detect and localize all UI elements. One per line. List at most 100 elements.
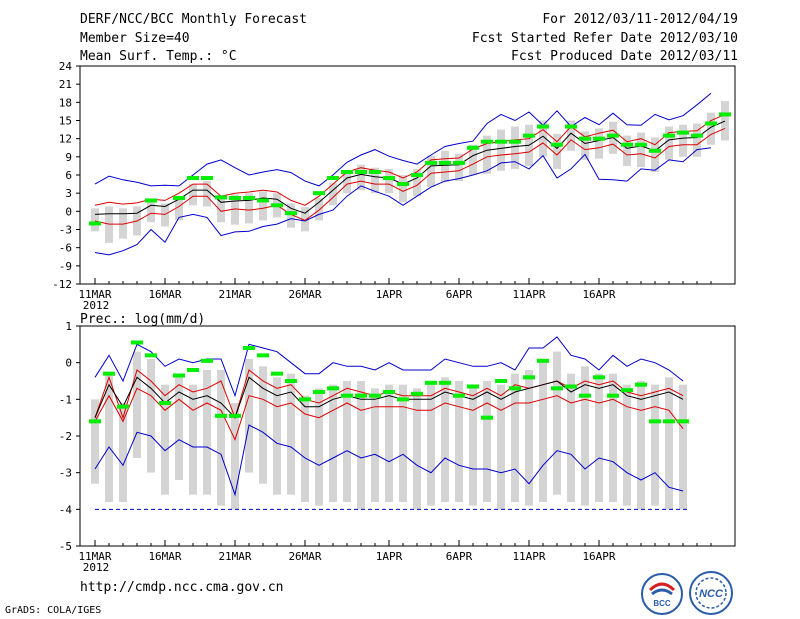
- climatology-marker: [145, 353, 157, 358]
- ensemble-bar: [287, 203, 295, 228]
- climatology-marker: [481, 139, 493, 144]
- ensemble-bar: [623, 384, 631, 506]
- y-tick-label: 15: [59, 115, 72, 128]
- climatology-marker: [285, 211, 297, 216]
- ensemble-bar: [525, 370, 533, 506]
- climatology-marker: [327, 176, 339, 181]
- y-tick-label: -1: [59, 393, 72, 406]
- climatology-marker: [453, 393, 465, 398]
- precipitation-panel: -5 -4 -3 -2 -1 0 1 11MAR 16MAR 21MAR 26MAR 1APR 6APR…: [59, 312, 736, 574]
- climatology-marker: [495, 139, 507, 144]
- climatology-marker: [201, 358, 213, 363]
- ensemble-bar: [553, 133, 561, 169]
- temperature-panel: -12 -9 -6 -3 0 3 6 9 12 15 18 21 24 11MAR 16MAR 21MAR 26…: [52, 60, 736, 312]
- climatology-marker: [341, 169, 353, 174]
- ensemble-bar: [455, 381, 463, 502]
- climatology-marker: [383, 176, 395, 181]
- ensemble-bar: [357, 381, 365, 510]
- ensemble-bar: [665, 377, 673, 510]
- ensemble-bar: [539, 120, 547, 157]
- footer-url[interactable]: http://cmdp.ncc.cma.gov.cn: [80, 580, 284, 595]
- panel-title: Prec.: log(mm/d): [80, 312, 205, 327]
- climatology-marker: [523, 133, 535, 138]
- ensemble-bar: [665, 126, 673, 160]
- ensemble-bar: [259, 191, 267, 221]
- series-line-max: [94, 92, 712, 187]
- climatology-marker: [579, 393, 591, 398]
- ensemble-bar: [301, 395, 309, 502]
- x-tick-label: 26MAR: [288, 550, 321, 563]
- climatology-marker: [397, 182, 409, 187]
- climatology-marker: [243, 346, 255, 350]
- climatology-marker: [705, 121, 717, 126]
- series-line-mean: [94, 120, 726, 215]
- x-tick-label: 16APR: [582, 288, 615, 301]
- y-tick-label: -6: [59, 242, 72, 255]
- ensemble-bar: [217, 370, 225, 506]
- y-tick-label: -9: [59, 260, 72, 273]
- climatology-marker: [453, 160, 465, 165]
- ensemble-bar: [273, 377, 281, 495]
- climatology-marker: [229, 413, 241, 418]
- x-year-label: 2012: [83, 561, 110, 574]
- climatology-marker: [187, 368, 199, 372]
- climatology-marker: [299, 397, 311, 402]
- climatology-marker: [425, 160, 437, 165]
- climatology-marker: [621, 388, 633, 393]
- climatology-marker: [551, 142, 563, 147]
- climatology-marker: [341, 393, 353, 398]
- ensemble-bar: [231, 194, 239, 225]
- climatology-marker: [173, 373, 185, 378]
- variable-label: Mean Surf. Temp.: °C: [80, 49, 237, 64]
- climatology-marker: [201, 176, 213, 181]
- ensemble-bar: [651, 384, 659, 506]
- climatology-marker: [355, 393, 367, 398]
- ensemble-bar: [385, 168, 393, 194]
- ensemble-bar: [413, 388, 421, 510]
- ensemble-bar: [623, 135, 631, 166]
- climatology-marker: [481, 415, 493, 420]
- climatology-marker: [131, 340, 143, 345]
- ensemble-bar: [483, 381, 491, 502]
- start-date: Fcst Started Refer Date 2012/03/10: [471, 31, 738, 46]
- climatology-marker: [117, 404, 129, 409]
- climatology-marker: [719, 112, 731, 117]
- climatology-marker: [677, 130, 689, 135]
- ensemble-bar: [581, 131, 589, 160]
- climatology-marker: [649, 419, 661, 424]
- y-tick-label: 21: [59, 78, 72, 91]
- ensemble-bar: [385, 384, 393, 502]
- series-line-min: [94, 147, 712, 256]
- ensemble-bar: [357, 164, 365, 191]
- climatology-marker: [187, 176, 199, 181]
- x-tick-label: 16MAR: [148, 288, 181, 301]
- ensemble-bar: [161, 384, 169, 495]
- plot-frame: [79, 65, 736, 285]
- climatology-marker: [579, 136, 591, 141]
- ensemble-bar: [651, 137, 659, 172]
- ensemble-bar: [245, 359, 253, 473]
- ncc-logo-text: NCC: [699, 588, 724, 600]
- chart-title: DERF/NCC/BCC Monthly Forecast: [80, 12, 307, 27]
- climatology-marker: [327, 386, 339, 391]
- climatology-marker: [635, 382, 647, 387]
- ensemble-bar: [147, 359, 155, 473]
- ensemble-bar: [329, 182, 337, 206]
- ensemble-bar: [175, 377, 183, 480]
- y-tick-label: -12: [52, 278, 72, 291]
- x-tick-label: 11APR: [512, 288, 545, 301]
- ensemble-bar: [189, 184, 197, 206]
- climatology-marker: [663, 419, 675, 424]
- ensemble-bar: [371, 167, 379, 194]
- x-tick-label: 11APR: [512, 550, 545, 563]
- ensemble-bar: [679, 124, 687, 157]
- x-tick-label: 26MAR: [288, 288, 321, 301]
- climatology-marker: [411, 391, 423, 396]
- ensemble-bar: [707, 112, 715, 145]
- climatology-marker: [145, 198, 157, 203]
- ensemble-bar: [497, 384, 505, 510]
- ensemble-bar: [329, 384, 337, 502]
- ensemble-bar: [567, 373, 575, 502]
- climatology-marker: [509, 386, 521, 391]
